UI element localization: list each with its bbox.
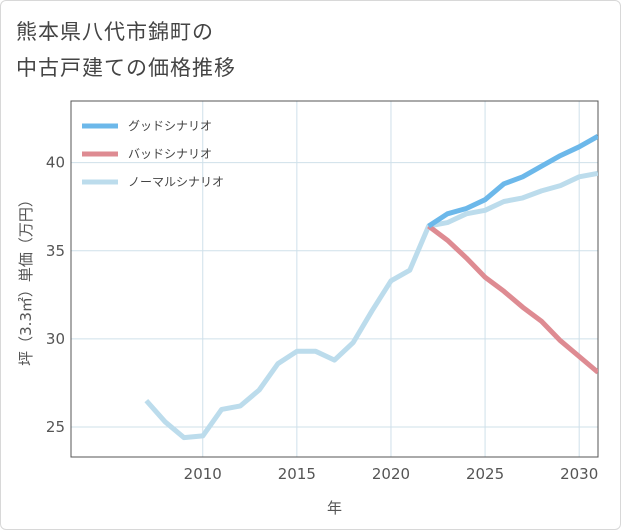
x-tick-label: 2020 bbox=[372, 465, 410, 483]
legend-label-normal: ノーマルシナリオ bbox=[128, 175, 224, 189]
series-line-good bbox=[427, 134, 598, 229]
x-tick-label: 2015 bbox=[278, 465, 316, 483]
y-tick-label: 35 bbox=[46, 242, 65, 260]
x-tick-label: 2010 bbox=[184, 465, 222, 483]
y-tick-label: 40 bbox=[46, 154, 65, 172]
series-lines bbox=[144, 134, 598, 441]
x-axis-ticks: 2010 2015 2020 2025 2030 bbox=[184, 465, 599, 483]
y-axis-ticks: 25 30 35 40 bbox=[46, 154, 65, 436]
y-axis-label: 坪（3.3㎡）単価（万円） bbox=[17, 192, 35, 366]
series-line-normal bbox=[144, 170, 598, 441]
x-tick-label: 2025 bbox=[466, 465, 504, 483]
grid-lines bbox=[70, 100, 599, 458]
y-tick-label: 25 bbox=[46, 418, 65, 436]
y-tick-label: 30 bbox=[46, 330, 65, 348]
legend-label-bad: バッドシナリオ bbox=[128, 147, 212, 161]
chart-title-line-2: 中古戸建ての価格推移 bbox=[16, 56, 236, 80]
chart-title-line-1: 熊本県八代市錦町の bbox=[16, 20, 214, 44]
plot-area bbox=[70, 100, 599, 458]
x-axis-label: 年 bbox=[327, 499, 342, 517]
plot-border bbox=[70, 100, 599, 458]
legend-label-good: グッドシナリオ bbox=[128, 119, 212, 133]
x-tick-label: 2030 bbox=[560, 465, 598, 483]
series-line-bad bbox=[427, 224, 598, 375]
chart-title: 熊本県八代市錦町の 中古戸建ての価格推移 bbox=[16, 14, 236, 86]
